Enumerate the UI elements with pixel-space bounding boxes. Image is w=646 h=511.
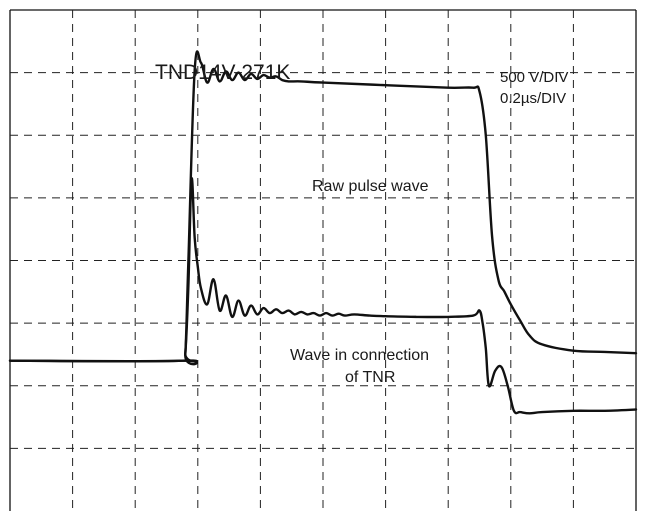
chart-grid (9, 9, 637, 511)
tnr-wave-label-line1: Wave in connection of TNR (290, 347, 429, 386)
voltage-scale-label: 500 V/DIV (500, 69, 568, 86)
tnr-wave-label-part2: of TNR (345, 369, 395, 386)
raw-pulse-wave-line (8, 50, 638, 366)
time-scale-label: 0.2µs/DIV (500, 90, 566, 107)
raw-pulse-wave-label: Raw pulse wave (312, 178, 429, 195)
tnr-wave-label-part1: Wave in connection (290, 347, 429, 364)
chart-traces (8, 50, 638, 415)
tnr-wave-line (8, 177, 638, 415)
chart-title: TND14V-271K (155, 61, 290, 84)
